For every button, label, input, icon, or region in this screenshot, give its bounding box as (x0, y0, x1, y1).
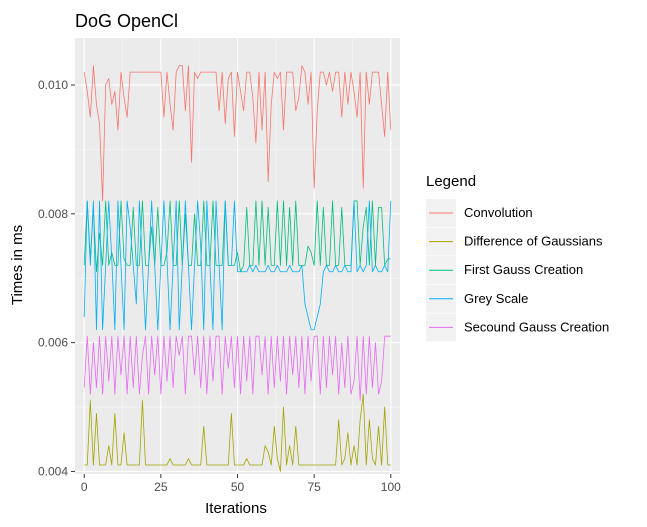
x-tick-label: 25 (154, 480, 168, 494)
y-tick-label: 0.010 (38, 78, 68, 92)
series-line (83, 200, 391, 273)
chart-title: DoG OpenCl (75, 11, 178, 31)
y-axis-title: Times in ms (9, 225, 26, 305)
series-line (84, 393, 391, 472)
x-tick-label: 50 (231, 480, 245, 494)
x-axis: 0 25 50 75 100 (81, 474, 401, 494)
series-lines (83, 65, 392, 472)
x-tick-label: 75 (307, 480, 321, 494)
series-line (83, 335, 391, 401)
legend-label: Grey Scale (464, 291, 528, 306)
legend: Legend Convolution Difference of Gaussian… (426, 173, 609, 342)
x-axis-title: Iterations (205, 500, 267, 517)
series-line (83, 65, 392, 202)
y-tick-label: 0.006 (38, 336, 68, 350)
x-tick-label: 100 (381, 480, 401, 494)
legend-label: Difference of Gaussians (464, 234, 603, 249)
legend-label: First Gauss Creation (464, 262, 583, 277)
legend-label: Convolution (464, 205, 533, 220)
x-tick-label: 0 (81, 480, 88, 494)
series-line (83, 200, 392, 331)
legend-title: Legend (426, 173, 476, 190)
y-tick-label: 0.008 (38, 207, 68, 221)
y-axis: 0.004 0.006 0.008 0.010 (38, 78, 75, 478)
y-tick-label: 0.004 (38, 464, 68, 478)
legend-label: Secound Gauss Creation (464, 319, 609, 334)
